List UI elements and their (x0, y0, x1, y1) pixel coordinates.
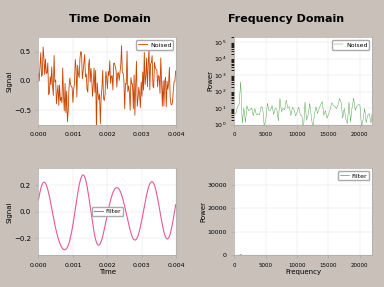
Noised (48, 75, 53, 79)
Filter (253, 254, 257, 257)
Line: Noised: Noised (234, 82, 372, 130)
Filter (263, 254, 268, 257)
Legend: Filter: Filter (338, 171, 369, 181)
Noised (287, 105, 291, 108)
Noised (94, 131, 99, 134)
Filter (232, 254, 237, 257)
Noised (251, 114, 256, 117)
Y-axis label: Power: Power (200, 201, 206, 222)
Filter (42, 181, 47, 184)
Noised (59, 96, 63, 99)
Legend: Noised: Noised (332, 40, 369, 50)
Noised (114, 86, 119, 89)
Filter (62, 248, 66, 251)
Line: Filter: Filter (38, 175, 175, 250)
Filter (166, 237, 170, 241)
Filter (48, 199, 53, 202)
Noised (232, 113, 237, 117)
Filter (358, 254, 362, 257)
Noised (42, 73, 47, 76)
Filter (245, 254, 249, 257)
Noised (370, 108, 375, 112)
Noised (238, 80, 243, 84)
Text: Time Domain: Time Domain (68, 14, 151, 24)
Filter (289, 254, 293, 257)
Legend: Noised: Noised (136, 40, 173, 50)
Filter (238, 253, 243, 256)
Filter (83, 177, 88, 181)
Y-axis label: Signal: Signal (7, 201, 12, 222)
X-axis label: Frequency: Frequency (285, 269, 321, 276)
Legend: Filter: Filter (92, 207, 123, 216)
Noised (119, 44, 124, 47)
Filter (81, 173, 85, 177)
Filter (370, 254, 375, 257)
Noised (166, 88, 170, 91)
Noised (306, 113, 311, 117)
Filter (36, 199, 41, 202)
Text: Frequency Domain: Frequency Domain (228, 14, 344, 24)
Noised (301, 128, 306, 131)
Filter (249, 254, 254, 257)
Noised (262, 125, 266, 128)
Noised (36, 72, 41, 75)
Y-axis label: Signal: Signal (7, 70, 12, 92)
Noised (358, 103, 362, 107)
Filter (115, 186, 120, 189)
Noised (81, 61, 86, 65)
X-axis label: Time: Time (99, 269, 116, 276)
Filter (173, 203, 178, 206)
Noised (248, 108, 252, 111)
Filter (306, 254, 311, 257)
Line: Noised: Noised (38, 46, 175, 132)
Y-axis label: Power: Power (207, 70, 213, 92)
Filter (59, 245, 63, 248)
Noised (173, 69, 178, 73)
